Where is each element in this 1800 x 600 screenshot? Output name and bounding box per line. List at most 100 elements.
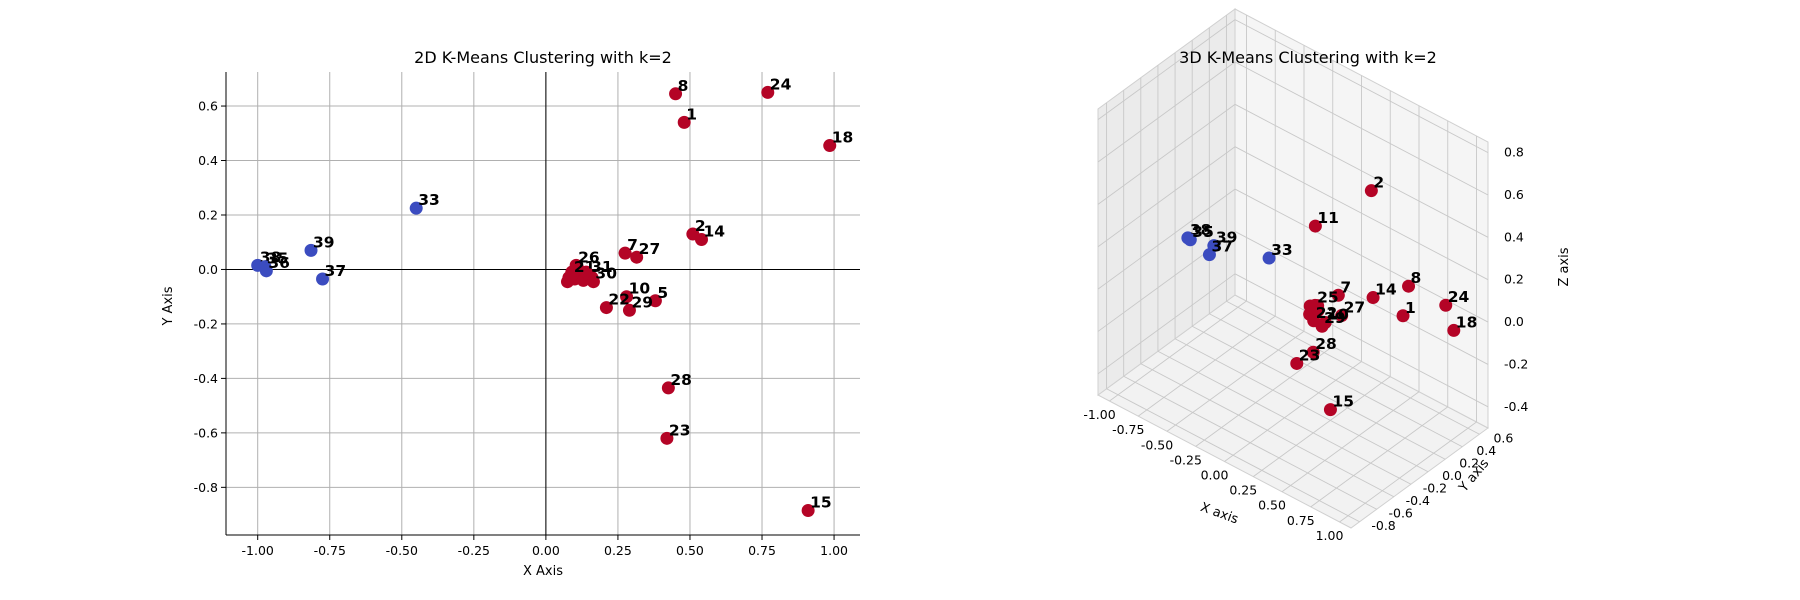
scatter-point-14	[695, 232, 708, 246]
point-label-18: 18	[832, 129, 854, 147]
scatter3d-point-15	[1323, 403, 1337, 417]
grid-3d-y-floor	[1226, 300, 1480, 435]
scatter3d-point-8	[1402, 279, 1416, 293]
point3d-label-11: 11	[1317, 209, 1339, 227]
chart-3d: -1.00-0.75-0.50-0.250.000.250.500.751.00…	[1083, 8, 1572, 543]
point3d-label-25: 25	[1317, 288, 1339, 306]
grid-3d-x-floor	[1166, 330, 1305, 432]
scatter-point-15	[801, 503, 815, 517]
point-label-23: 23	[669, 421, 691, 439]
x3-tick-label: 0.50	[1258, 498, 1286, 513]
y3-tick-label: 0.4	[1476, 443, 1496, 458]
scatter-point-10	[620, 290, 634, 304]
grid-3d-z-left	[1097, 188, 1236, 290]
chart-2d-xlabel: X Axis	[523, 564, 563, 579]
point-label-22: 22	[608, 291, 630, 309]
grid-3d-x-floor	[1310, 406, 1449, 508]
scatter-point-8	[669, 87, 683, 101]
x-tick-label: 0.75	[748, 543, 776, 558]
grid-3d-x-floor	[1281, 391, 1420, 493]
point-label-24: 24	[770, 75, 792, 93]
grid-3d-z-back	[1234, 19, 1489, 153]
point-label-10: 10	[629, 280, 651, 298]
grid-3d-z-back	[1234, 146, 1489, 281]
scatter-point-23	[660, 431, 674, 445]
scatter-point-30	[586, 275, 600, 289]
scatter3d-point-29	[1315, 319, 1329, 333]
ticks-2d: -1.00 -0.75 -0.50 -0.25 0.00 0.25 0.50 0.75 1.00…	[194, 99, 848, 558]
x3-tick-label: 1.00	[1316, 528, 1344, 543]
x3-tick-label: 0.00	[1201, 468, 1229, 483]
point-label-14: 14	[704, 222, 726, 240]
scatter-point-29	[622, 303, 636, 317]
point3d-label-24: 24	[1448, 288, 1470, 306]
point3d-label-28: 28	[1315, 335, 1337, 353]
point3d-label-37: 37	[1211, 238, 1233, 256]
x-tick-label: -0.75	[314, 543, 346, 558]
x-tick-label: 0.00	[532, 543, 560, 558]
y3-tick-label: -0.6	[1388, 505, 1412, 520]
scatter-point-24	[761, 85, 775, 99]
x3-tick-label: -1.00	[1083, 407, 1115, 422]
point3d-label-33: 33	[1271, 241, 1293, 259]
point3d-label-1: 1	[1405, 299, 1416, 317]
scatter3d-point-18	[1447, 323, 1461, 337]
scatter3d-point-28	[1306, 345, 1320, 359]
point3d-label-29: 29	[1324, 309, 1346, 327]
grid-3d-z-back	[1234, 103, 1489, 238]
x-tick-label: 0.25	[604, 543, 632, 558]
grid-3d-z-left	[1097, 61, 1236, 163]
scatter3d-point-14	[1366, 291, 1380, 305]
z3-tick-label: 0.2	[1504, 272, 1524, 287]
point3d-label-23: 23	[1299, 346, 1321, 364]
grid-3d	[1097, 15, 1489, 523]
scatter3d-point-23	[1290, 356, 1304, 370]
y-tick-label: -0.8	[194, 480, 218, 495]
point-label-5: 5	[657, 284, 668, 302]
x3-tick-label: 0.25	[1229, 483, 1257, 498]
grid-3d-x-floor	[1224, 361, 1362, 462]
point-label-26: 26	[578, 248, 600, 266]
scatter3d-point-37	[1202, 248, 1216, 262]
point-label-8: 8	[678, 77, 689, 95]
scatter-point-7	[618, 246, 632, 260]
grid-3d-z-back	[1234, 231, 1489, 365]
scatter-point-36	[259, 264, 273, 278]
scatter-point-27	[630, 250, 644, 264]
point3d-label-27: 27	[1344, 299, 1366, 317]
x-tick-label: 0.50	[676, 543, 704, 558]
y-tick-label: 0.0	[198, 262, 218, 277]
y-tick-label: 0.6	[198, 99, 218, 114]
grid-3d-z-left	[1097, 103, 1236, 205]
scatter3d-point-1	[1396, 309, 1410, 323]
point3d-label-22: 22	[1316, 304, 1338, 322]
point-label-33: 33	[418, 191, 440, 209]
y3-tick-label: -0.8	[1371, 518, 1395, 533]
point3d-label-35: 35	[1192, 223, 1214, 241]
point-label-2: 2	[695, 217, 706, 235]
point-label-29: 29	[631, 293, 653, 311]
y3-tick-label: -0.2	[1423, 480, 1447, 495]
grid-3d-z-left	[1097, 19, 1236, 120]
z3-tick-label: -0.2	[1504, 356, 1528, 371]
scatter3d-point-27	[1335, 309, 1349, 323]
scatter3d-point-35	[1183, 233, 1197, 247]
grid-3d-y-floor	[1123, 375, 1377, 510]
scatter-point-33	[409, 201, 423, 215]
point3d-label-7: 7	[1340, 278, 1351, 296]
scatter3d-point-25	[1308, 298, 1322, 312]
x-tick-label: 1.00	[820, 543, 848, 558]
x3-tick-label: -0.25	[1170, 452, 1202, 467]
point-label-31: 31	[591, 258, 613, 276]
grid-3d-y-floor	[1174, 338, 1429, 473]
point3d-label-38: 38	[1190, 221, 1212, 239]
y3-tick-label: 0.2	[1459, 455, 1479, 470]
point-label-35: 35	[267, 250, 289, 268]
scatter-point-37	[316, 272, 330, 286]
grid-3d-y-floor	[1106, 388, 1360, 523]
x3-tick-label: 0.75	[1287, 513, 1315, 528]
chart-3d-xlabel: X axis	[1198, 500, 1240, 528]
y-tick-label: 0.4	[198, 153, 218, 168]
